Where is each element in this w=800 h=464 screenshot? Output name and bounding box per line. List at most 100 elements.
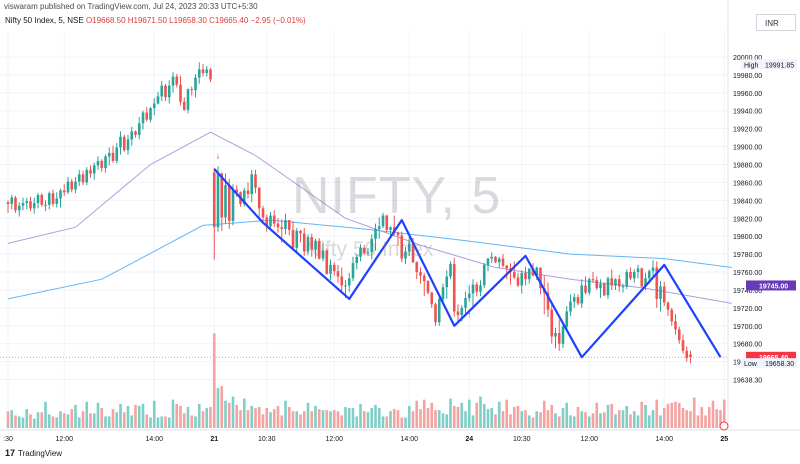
volume-bar <box>655 399 659 428</box>
candle-body <box>482 264 486 286</box>
volume-bar <box>21 417 25 428</box>
candle-body <box>422 275 426 281</box>
price-tick-label: 19800.00 <box>733 234 762 241</box>
watermark-description: Nifty 50 Index <box>305 238 434 261</box>
candle-body <box>329 264 332 274</box>
volume-bar <box>482 403 486 428</box>
volume-bar <box>14 415 17 428</box>
candle-body <box>231 189 235 221</box>
volume-bar <box>512 407 516 428</box>
volume-bar <box>666 403 670 428</box>
signal-up-icon: ↑ <box>467 310 472 320</box>
volume-bar <box>231 396 235 428</box>
candle-body <box>119 136 122 148</box>
price-badge-value: 19745.00 <box>759 283 788 290</box>
volume-bar <box>516 405 520 428</box>
candle-body <box>546 292 550 310</box>
candle-body <box>242 190 246 204</box>
volume-bar <box>464 411 467 428</box>
candle-body <box>314 240 317 250</box>
candle-body <box>134 131 137 135</box>
candle-body <box>659 286 662 299</box>
candle-body <box>21 203 25 206</box>
volume-bar <box>254 408 257 428</box>
price-axis[interactable]: 20000.00 19980.00 19960.00 19940.00 19920.00… <box>733 55 797 385</box>
candle-body <box>396 232 400 236</box>
price-badge <box>741 358 797 369</box>
volume-bar <box>272 409 276 428</box>
volume-bar <box>336 411 340 428</box>
volume-bar <box>167 417 171 428</box>
volume-bar <box>632 411 636 428</box>
candle-body <box>149 108 152 120</box>
volume-bar <box>59 411 62 428</box>
volume-bar <box>10 410 14 428</box>
volume-bar <box>227 402 231 428</box>
price-tick-label: 19680.00 <box>733 342 762 349</box>
watermark-symbol: NIFTY, 5 <box>292 167 502 225</box>
volume-bar <box>587 416 591 428</box>
candle-body <box>325 250 329 274</box>
candle-body <box>126 139 130 151</box>
volume-bar <box>51 416 55 428</box>
volume-bar <box>621 410 625 428</box>
price-tick-label: 19760.00 <box>733 270 762 277</box>
time-tick-label: 12:00 <box>55 436 73 443</box>
currency-button[interactable]: INR <box>756 14 796 31</box>
volume-bar <box>452 405 456 428</box>
candle-body <box>306 237 310 252</box>
volume-bar <box>197 403 201 428</box>
volume-bar <box>707 407 711 428</box>
candle-body <box>74 181 77 190</box>
volume-bar <box>321 410 325 428</box>
volume-bar <box>715 409 719 428</box>
volume-bar <box>647 415 651 428</box>
candle-body <box>250 174 254 195</box>
candle-body <box>599 283 602 289</box>
candle-body <box>449 263 452 277</box>
candle-body <box>362 247 366 254</box>
publisher-line: viswaram published on TradingView.com, J… <box>4 2 258 11</box>
volume-bar <box>467 399 471 428</box>
candle-body <box>107 152 111 157</box>
volume-bar <box>224 400 227 428</box>
time-tick-label: 12:00 <box>580 436 598 443</box>
volume-bar <box>179 405 182 428</box>
time-axis[interactable]: :30 12:00 14:00 21 10:30 12:00 14:00 24 10:30 12:… <box>3 421 729 443</box>
volume-bar <box>216 388 220 428</box>
volume-bar <box>554 413 557 428</box>
volume-bar <box>625 405 629 428</box>
candle-body <box>411 243 415 263</box>
tradingview-brand[interactable]: 17 TradingView <box>5 448 62 458</box>
volume-bar <box>509 414 512 428</box>
candle-body <box>512 272 516 278</box>
volume-bar <box>107 416 111 428</box>
swing-line <box>213 168 722 359</box>
candle-body <box>160 85 164 97</box>
volume-bar <box>137 405 141 428</box>
volume-bar <box>6 411 10 428</box>
candle-body <box>122 136 126 151</box>
volume-bar <box>156 417 160 428</box>
candle-body <box>677 329 681 341</box>
candle-body <box>246 190 250 195</box>
candle-body <box>220 173 224 218</box>
candle-body <box>190 89 194 91</box>
candle-body <box>497 258 501 263</box>
candle-body <box>6 202 10 204</box>
volume-bar <box>396 410 400 428</box>
volume-bar <box>220 386 224 428</box>
candle-body <box>452 263 456 312</box>
candle-body <box>569 301 572 312</box>
candle-body <box>456 311 460 316</box>
candle-body <box>426 280 430 293</box>
candle-body <box>261 208 265 218</box>
candle-body <box>321 250 325 259</box>
symbol-legend[interactable]: Nifty 50 Index, 5, NSE O19668.50 H19671.… <box>5 16 306 25</box>
candle-body <box>636 268 640 273</box>
volume-bar <box>527 415 531 428</box>
candle-body <box>486 258 490 265</box>
candle-body <box>92 165 96 174</box>
candle-body <box>302 233 306 252</box>
